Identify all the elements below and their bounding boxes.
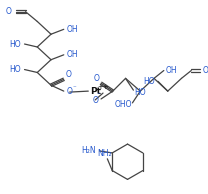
Text: OHO: OHO — [115, 100, 132, 109]
Text: OH: OH — [166, 66, 177, 75]
Text: O: O — [93, 74, 99, 83]
Text: ⁻: ⁻ — [96, 92, 100, 98]
Text: O: O — [67, 87, 73, 96]
Text: HO: HO — [143, 77, 155, 86]
Text: ⁻: ⁻ — [73, 85, 76, 91]
Text: OH: OH — [67, 50, 78, 59]
Text: ++: ++ — [97, 84, 109, 90]
Text: H₂N: H₂N — [81, 146, 96, 155]
Text: HO: HO — [9, 65, 21, 74]
Text: Pt: Pt — [90, 87, 101, 96]
Text: HO: HO — [134, 88, 146, 97]
Text: O: O — [66, 70, 72, 79]
Text: O: O — [92, 96, 98, 105]
Text: NH₂: NH₂ — [97, 149, 112, 158]
Text: O: O — [203, 66, 208, 75]
Text: HO: HO — [9, 40, 21, 48]
Text: O: O — [6, 7, 12, 16]
Text: OH: OH — [67, 25, 78, 34]
